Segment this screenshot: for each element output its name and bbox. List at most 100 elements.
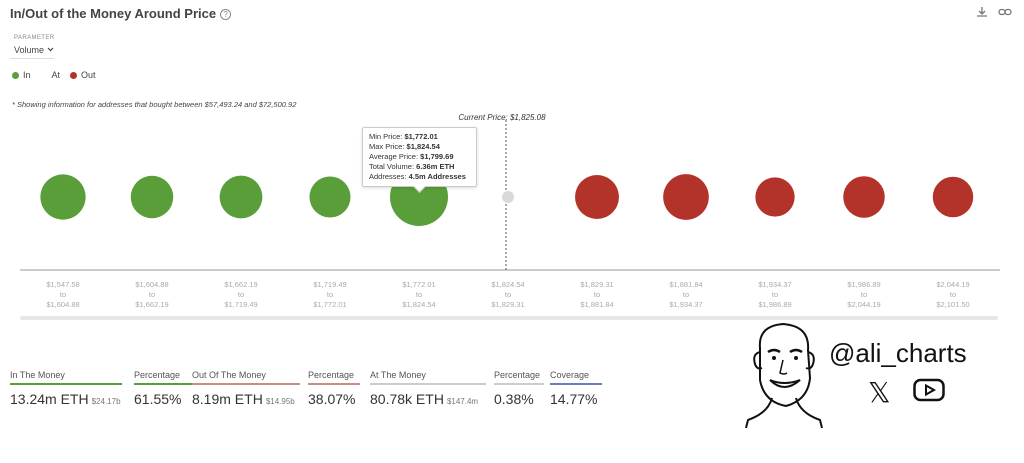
stat-underline xyxy=(370,383,486,385)
stat-underline xyxy=(192,383,300,385)
stat-value: 0.38% xyxy=(494,391,544,407)
address-range-note: * Showing information for addresses that… xyxy=(12,100,297,109)
stat-coverage: Coverage 14.77% xyxy=(550,370,602,407)
tooltip-vol-value: 6.36m ETH xyxy=(416,162,455,171)
tick-label-from: $2,044.19 xyxy=(936,280,969,289)
tick-label-from: $1,934.37 xyxy=(758,280,791,289)
tick-label-to: $2,101.50 xyxy=(936,300,969,309)
tooltip-min-label: Min Price: xyxy=(369,132,403,141)
chevron-down-icon xyxy=(47,45,54,55)
tooltip-avg-value: $1,799.69 xyxy=(420,152,454,161)
stat-underline xyxy=(308,383,360,385)
tick-label-from: $1,881.84 xyxy=(669,280,702,289)
link-icon[interactable] xyxy=(998,6,1012,18)
bubble-at[interactable] xyxy=(502,191,514,203)
tick-label-from: $1,604.88 xyxy=(135,280,168,289)
stat-value-usd: $147.4m xyxy=(446,397,479,406)
tick-label-from: $1,829.31 xyxy=(580,280,613,289)
bubble-out[interactable] xyxy=(663,174,709,220)
stat-value-main: 38.07% xyxy=(308,391,356,407)
legend: In At Out xyxy=(12,70,96,80)
tick-label-to: $1,986.89 xyxy=(758,300,791,309)
tick-label-to-word: to xyxy=(416,290,422,299)
page-title: In/Out of the Money Around Price? xyxy=(10,6,232,21)
tick-label-from: $1,719.49 xyxy=(313,280,346,289)
stat-value: 13.24m ETH $24.17b xyxy=(10,391,122,407)
parameter-underline xyxy=(10,58,54,59)
stat-label: Percentage xyxy=(494,370,541,380)
bubble-chart: Current Price: $1,825.08$1,547.58to$1,60… xyxy=(20,113,1000,320)
legend-item-at[interactable]: At xyxy=(41,70,61,80)
bubble-in[interactable] xyxy=(40,174,86,220)
tick-label-from: $1,772.01 xyxy=(402,280,435,289)
tooltip-volume: Total Volume: 6.36m ETH xyxy=(369,162,470,172)
parameter-label: PARAMETER xyxy=(14,35,55,41)
tick-label-from: $1,824.54 xyxy=(491,280,524,289)
tick-label-to-word: to xyxy=(683,290,689,299)
chart-scrollbar[interactable] xyxy=(20,316,998,320)
stat-value-main: 61.55% xyxy=(134,391,182,407)
tick-label-to: $1,934.37 xyxy=(669,300,702,309)
stat-label: Percentage xyxy=(308,370,355,380)
stat-label: Out Of The Money xyxy=(192,370,266,380)
stat-value: 8.19m ETH $14.95b xyxy=(192,391,300,407)
youtube-icon xyxy=(912,378,945,407)
tick-label-to: $1,662.19 xyxy=(135,300,168,309)
bubble-out[interactable] xyxy=(575,175,619,219)
bubble-in[interactable] xyxy=(309,176,351,218)
tooltip: Min Price: $1,772.01 Max Price: $1,824.5… xyxy=(362,127,477,193)
stat-out-of-the-money: Out Of The Money 8.19m ETH $14.95b xyxy=(192,370,300,407)
stat-label: In The Money xyxy=(10,370,65,380)
tick-label-to-word: to xyxy=(60,290,66,299)
download-icon[interactable] xyxy=(976,6,988,18)
tick-label-from: $1,662.19 xyxy=(224,280,257,289)
tick-label-from: $1,547.58 xyxy=(46,280,79,289)
brand-handle: @ali_charts xyxy=(829,338,967,368)
stat-label: At The Money xyxy=(370,370,426,380)
bubble-in[interactable] xyxy=(130,175,174,219)
tick-label-to-word: to xyxy=(238,290,244,299)
bubble-out[interactable] xyxy=(932,176,974,218)
bubble-out[interactable] xyxy=(843,176,885,218)
legend-item-in[interactable]: In xyxy=(12,70,31,80)
tick-label-to: $1,719.49 xyxy=(224,300,257,309)
stat-underline xyxy=(134,383,192,385)
tick-label-to-word: to xyxy=(149,290,155,299)
tick-label-to: $1,829.31 xyxy=(491,300,524,309)
stat-at-percentage: Percentage 0.38% xyxy=(494,370,544,407)
legend-dot-in xyxy=(12,71,19,79)
stat-underline xyxy=(550,383,602,385)
tooltip-vol-label: Total Volume: xyxy=(369,162,415,171)
tick-label-to: $1,824.54 xyxy=(402,300,435,309)
stat-value-main: 14.77% xyxy=(550,391,598,407)
help-icon[interactable]: ? xyxy=(220,9,232,20)
stat-value-usd: $24.17b xyxy=(91,397,121,406)
legend-label-at: At xyxy=(51,70,61,80)
stat-in-the-money: In The Money 13.24m ETH $24.17b xyxy=(10,370,122,407)
tick-label-to-word: to xyxy=(327,290,333,299)
legend-dot-out xyxy=(70,71,78,79)
stat-value: 61.55% xyxy=(134,391,192,407)
legend-label-in: In xyxy=(23,70,31,80)
parameter-select[interactable]: Volume xyxy=(14,45,54,55)
bubble-out[interactable] xyxy=(755,177,795,217)
tick-label-to-word: to xyxy=(594,290,600,299)
x-icon: 𝕏 xyxy=(868,376,891,408)
legend-label-out: Out xyxy=(81,70,96,80)
tick-label-to: $1,881.84 xyxy=(580,300,613,309)
tick-label-to-word: to xyxy=(861,290,867,299)
tick-label-to: $1,772.01 xyxy=(313,300,346,309)
legend-item-out[interactable]: Out xyxy=(70,70,96,80)
stat-out-percentage: Percentage 38.07% xyxy=(308,370,360,407)
bubble-in[interactable] xyxy=(219,175,263,219)
stat-value: 80.78k ETH $147.4m xyxy=(370,391,486,407)
tick-label-to: $2,044.19 xyxy=(847,300,880,309)
tooltip-max-label: Max Price: xyxy=(369,142,405,151)
tooltip-avg: Average Price: $1,799.69 xyxy=(369,152,470,162)
social-icons: 𝕏 xyxy=(868,378,945,407)
stat-in-percentage: Percentage 61.55% xyxy=(134,370,192,407)
legend-dot-at xyxy=(41,72,48,79)
tick-label-to-word: to xyxy=(772,290,778,299)
parameter-value: Volume xyxy=(14,45,45,55)
stat-value: 38.07% xyxy=(308,391,360,407)
